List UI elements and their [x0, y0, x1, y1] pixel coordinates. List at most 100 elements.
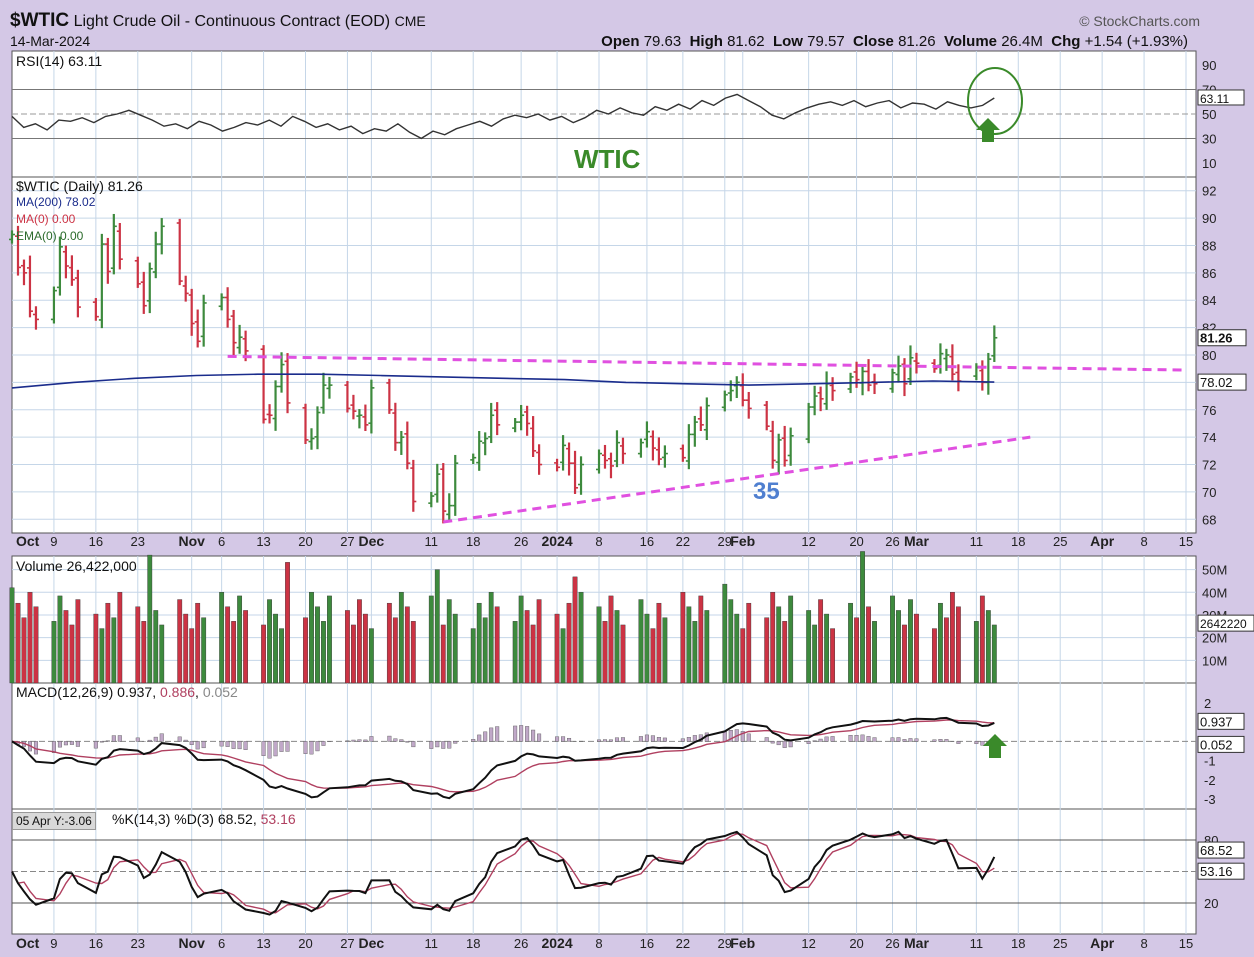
volume-bar: [159, 624, 165, 684]
macd-histogram-bar: [441, 741, 446, 749]
macd-histogram-bar: [608, 739, 613, 742]
volume-bar: [117, 592, 123, 684]
last-price-box: [1197, 329, 1247, 347]
volume-bar: [434, 569, 440, 684]
volume-bar: [201, 617, 207, 684]
x-tick-label: 15: [1179, 936, 1193, 951]
volume-bar: [261, 624, 266, 684]
macd-histogram-bar: [399, 739, 404, 742]
volume-bar: [303, 617, 308, 684]
volume-bar: [872, 621, 877, 684]
volume-bar: [722, 583, 728, 684]
macd-histogram-bar: [195, 741, 200, 750]
volume-bar: [908, 599, 913, 684]
price-tick: 84: [1202, 293, 1216, 308]
volume-bar: [309, 592, 314, 684]
x-tick-label: 23: [131, 936, 145, 951]
volume-bar: [746, 602, 752, 684]
volume-bar: [147, 554, 153, 684]
volume-bar: [345, 610, 350, 684]
volume-bar: [686, 606, 692, 684]
macd-histogram-bar: [866, 736, 871, 742]
x-tick-label: 18: [1011, 534, 1025, 549]
volume-bar: [93, 613, 99, 684]
x-tick-label: 20: [298, 936, 312, 951]
vol-tick: 50M: [1202, 563, 1227, 578]
macd-histogram-bar: [135, 737, 140, 742]
stoch-d-line: [11, 833, 995, 914]
volume-bar: [806, 610, 812, 684]
volume-bar: [734, 613, 740, 684]
x-tick-label: 26: [514, 534, 528, 549]
chg-value: +1.54 (+1.93%): [1084, 33, 1188, 50]
macd-histogram-bar: [770, 741, 775, 744]
volume-bar: [782, 621, 788, 684]
macd-histogram-bar: [944, 739, 949, 742]
volume-bar: [392, 617, 398, 684]
macd-histogram-bar: [956, 741, 961, 744]
rsi-tick: 50: [1202, 107, 1216, 122]
macd-histogram-bar: [309, 741, 314, 755]
x-tick-label: 8: [595, 936, 602, 951]
volume-bar: [105, 602, 111, 684]
symbol: $WTIC: [10, 10, 70, 31]
macd-histogram-bar: [99, 741, 104, 743]
volume-bar: [9, 587, 15, 684]
volume-bar: [536, 599, 542, 684]
rsi-tick: 30: [1202, 131, 1216, 146]
macd-histogram-bar: [902, 739, 907, 742]
volume-bar: [153, 610, 159, 684]
x-tick-label: 16: [89, 534, 103, 549]
macd-histogram-bar: [471, 739, 476, 742]
macd-histogram-bar: [908, 738, 913, 742]
macd-histogram-bar: [974, 741, 979, 744]
macd-legend-signal: 0.886: [159, 684, 196, 700]
volume-bar: [914, 613, 919, 684]
macd-histogram-bar: [597, 739, 602, 742]
macd-histogram-bar: [980, 741, 985, 746]
stoch-k-line: [11, 830, 996, 916]
macd-histogram-bar: [830, 736, 835, 742]
volume-bar: [189, 628, 195, 684]
volume-bar: [866, 606, 871, 684]
volume-label: Volume: [943, 33, 998, 50]
x-tick-label: 25: [1053, 936, 1067, 951]
x-tick-label: Feb: [730, 533, 755, 549]
volume-bar: [321, 621, 326, 684]
x-tick-label: 16: [89, 936, 103, 951]
macd-histogram-bar: [896, 737, 901, 742]
volume-bar: [704, 610, 710, 684]
rsi-tick: 90: [1202, 58, 1216, 73]
volume-bar: [650, 628, 656, 684]
macd-histogram-bar: [555, 736, 560, 742]
volume-bar: [854, 617, 859, 684]
macd-histogram-bar: [788, 741, 793, 748]
volume-bar: [818, 599, 824, 684]
macd-histogram-bar: [567, 737, 572, 742]
price-tick: 90: [1202, 211, 1216, 226]
macd-histogram-bar: [477, 734, 482, 742]
x-tick-label: 8: [1140, 936, 1147, 951]
volume-bar: [860, 551, 865, 684]
macd-value-label: 0.937: [1200, 714, 1233, 729]
volume-bar: [27, 592, 33, 684]
volume-bar: [57, 595, 63, 684]
highlight-circle: [967, 67, 1023, 135]
volume-bar: [955, 606, 961, 684]
x-tick-label: Mar: [904, 533, 929, 549]
volume-bar: [662, 617, 668, 684]
exchange: CME: [394, 13, 426, 29]
macd-histogram-bar: [638, 736, 643, 742]
macd-histogram-bar: [656, 737, 661, 742]
volume-bar: [973, 621, 979, 684]
x-tick-label: 20: [849, 534, 863, 549]
volume-bar: [183, 613, 189, 684]
x-tick-label: 6: [218, 534, 225, 549]
stoch-d-value-box: [1197, 862, 1245, 880]
macd-histogram-bar: [261, 741, 266, 756]
x-tick-label: 25: [1053, 534, 1067, 549]
volume-bar: [614, 610, 620, 684]
macd-histogram-bar: [914, 738, 919, 742]
macd-histogram-bar: [117, 735, 122, 742]
